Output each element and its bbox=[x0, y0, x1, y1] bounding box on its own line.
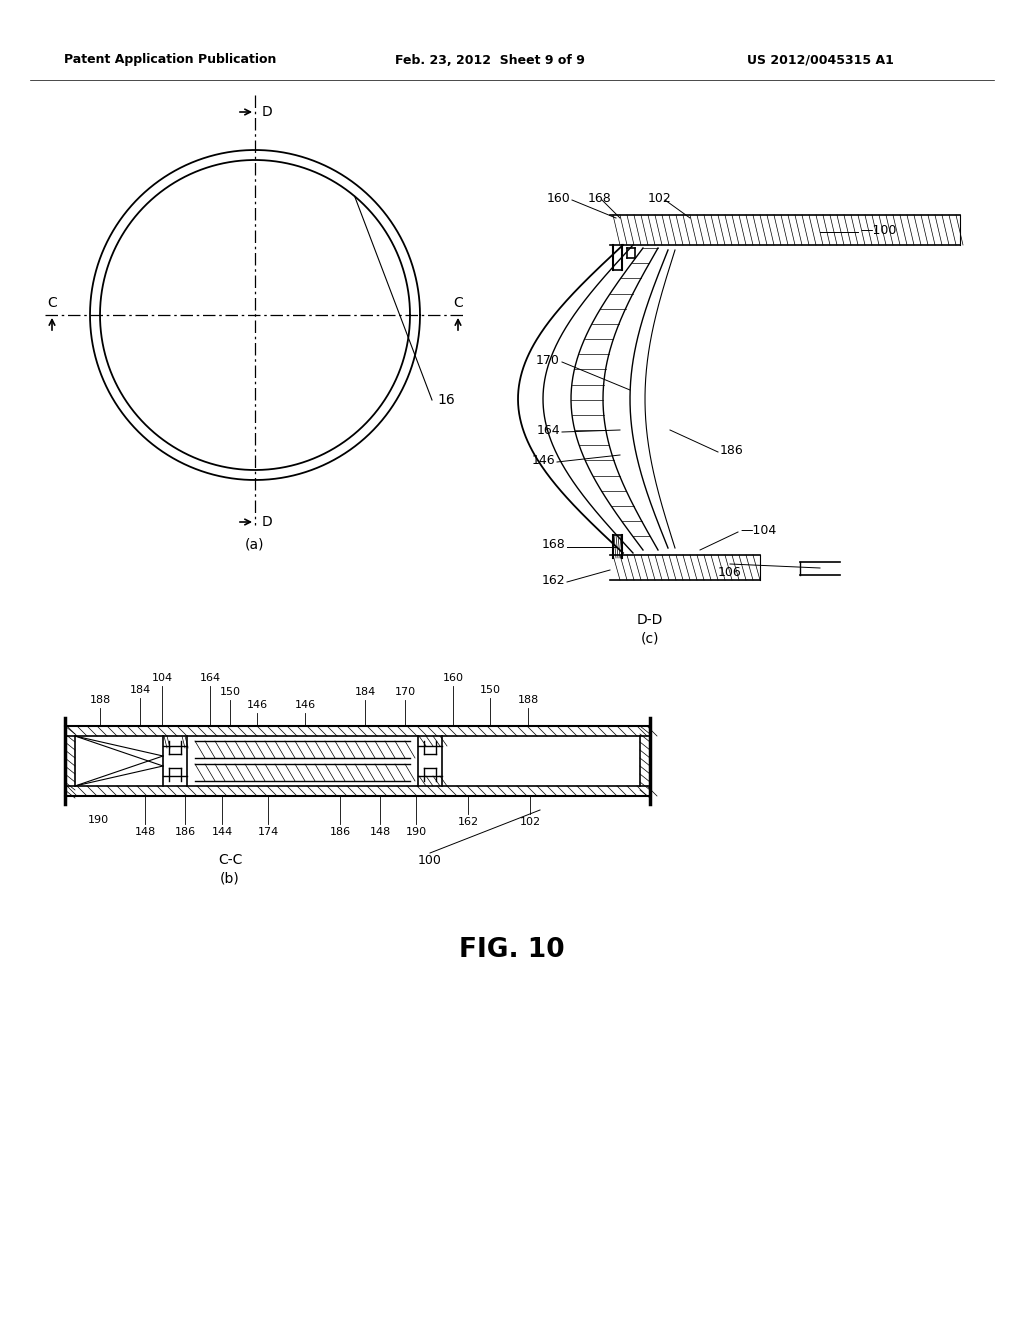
Text: 150: 150 bbox=[219, 686, 241, 697]
Text: 104: 104 bbox=[152, 673, 173, 682]
Text: 186: 186 bbox=[330, 828, 350, 837]
Text: 146: 146 bbox=[531, 454, 555, 466]
Text: —100: —100 bbox=[860, 223, 896, 236]
Text: 190: 190 bbox=[88, 814, 110, 825]
Text: 146: 146 bbox=[247, 700, 267, 710]
Text: 184: 184 bbox=[129, 685, 151, 696]
Text: 164: 164 bbox=[537, 424, 560, 437]
Text: C-C: C-C bbox=[218, 853, 243, 867]
Text: 170: 170 bbox=[394, 686, 416, 697]
Text: 174: 174 bbox=[257, 828, 279, 837]
Text: 162: 162 bbox=[458, 817, 478, 828]
Text: —104: —104 bbox=[740, 524, 776, 536]
Text: Patent Application Publication: Patent Application Publication bbox=[63, 54, 276, 66]
Text: 186: 186 bbox=[174, 828, 196, 837]
Text: 102: 102 bbox=[519, 817, 541, 828]
Text: C: C bbox=[47, 296, 57, 310]
Text: C: C bbox=[454, 296, 463, 310]
Text: 160: 160 bbox=[442, 673, 464, 682]
Text: 168: 168 bbox=[542, 539, 565, 552]
Text: 160: 160 bbox=[546, 191, 570, 205]
Text: 148: 148 bbox=[370, 828, 390, 837]
Text: 102: 102 bbox=[648, 191, 672, 205]
Text: 188: 188 bbox=[517, 696, 539, 705]
Text: FIG. 10: FIG. 10 bbox=[459, 937, 565, 964]
Text: D: D bbox=[261, 106, 272, 119]
Text: 148: 148 bbox=[134, 828, 156, 837]
Text: (b): (b) bbox=[220, 871, 240, 884]
Text: Feb. 23, 2012  Sheet 9 of 9: Feb. 23, 2012 Sheet 9 of 9 bbox=[395, 54, 585, 66]
Text: 16: 16 bbox=[437, 393, 455, 407]
Text: 164: 164 bbox=[200, 673, 220, 682]
Text: 106: 106 bbox=[718, 565, 741, 578]
Text: (c): (c) bbox=[641, 631, 659, 645]
Text: 144: 144 bbox=[211, 828, 232, 837]
Text: D: D bbox=[261, 515, 272, 529]
Text: 100: 100 bbox=[418, 854, 442, 866]
Text: 146: 146 bbox=[295, 700, 315, 710]
Text: 188: 188 bbox=[89, 696, 111, 705]
Text: 184: 184 bbox=[354, 686, 376, 697]
Text: 186: 186 bbox=[720, 444, 743, 457]
Text: 168: 168 bbox=[588, 191, 612, 205]
Text: D-D: D-D bbox=[637, 612, 664, 627]
Text: 170: 170 bbox=[537, 354, 560, 367]
Text: 162: 162 bbox=[542, 573, 565, 586]
Text: US 2012/0045315 A1: US 2012/0045315 A1 bbox=[746, 54, 893, 66]
Text: 190: 190 bbox=[406, 828, 427, 837]
Text: (a): (a) bbox=[246, 539, 265, 552]
Text: 150: 150 bbox=[479, 685, 501, 696]
